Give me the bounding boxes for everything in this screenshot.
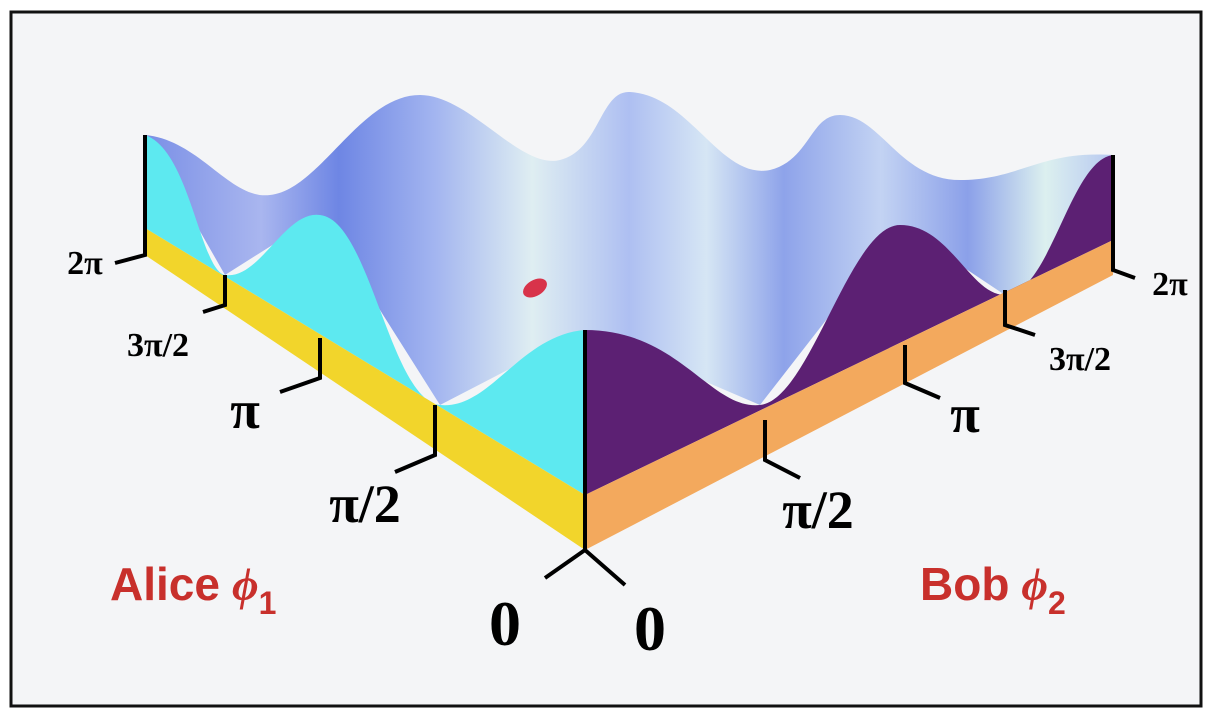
tick-label: π/2 <box>782 480 854 540</box>
surface <box>145 91 1113 405</box>
bob-label: Bob ϕ2 <box>920 558 1066 621</box>
subscript: 1 <box>259 585 277 621</box>
subscript: 2 <box>1048 585 1066 621</box>
tick-label: 0 <box>489 588 521 659</box>
alice-wall <box>145 135 585 495</box>
tick-label: 2π <box>67 245 103 282</box>
alice-label: Alice ϕ1 <box>110 558 276 621</box>
red-spot <box>523 278 547 298</box>
alice-strip <box>145 228 585 550</box>
symbol: ϕ <box>232 559 259 610</box>
tick-label: 3π/2 <box>127 327 189 364</box>
symbol: ϕ <box>1021 559 1048 610</box>
tick-label: 3π/2 <box>1049 341 1111 378</box>
name: Bob <box>920 558 1009 610</box>
tick-label: π <box>230 380 260 440</box>
bob-wall <box>585 155 1113 495</box>
tick-label: π/2 <box>329 474 401 534</box>
name: Alice <box>110 558 220 610</box>
bob-strip <box>585 240 1113 550</box>
axis-lines <box>114 135 1136 587</box>
tick-label: 2π <box>1152 266 1188 303</box>
tick-label: 0 <box>634 593 666 664</box>
tick-label: π <box>950 384 980 444</box>
